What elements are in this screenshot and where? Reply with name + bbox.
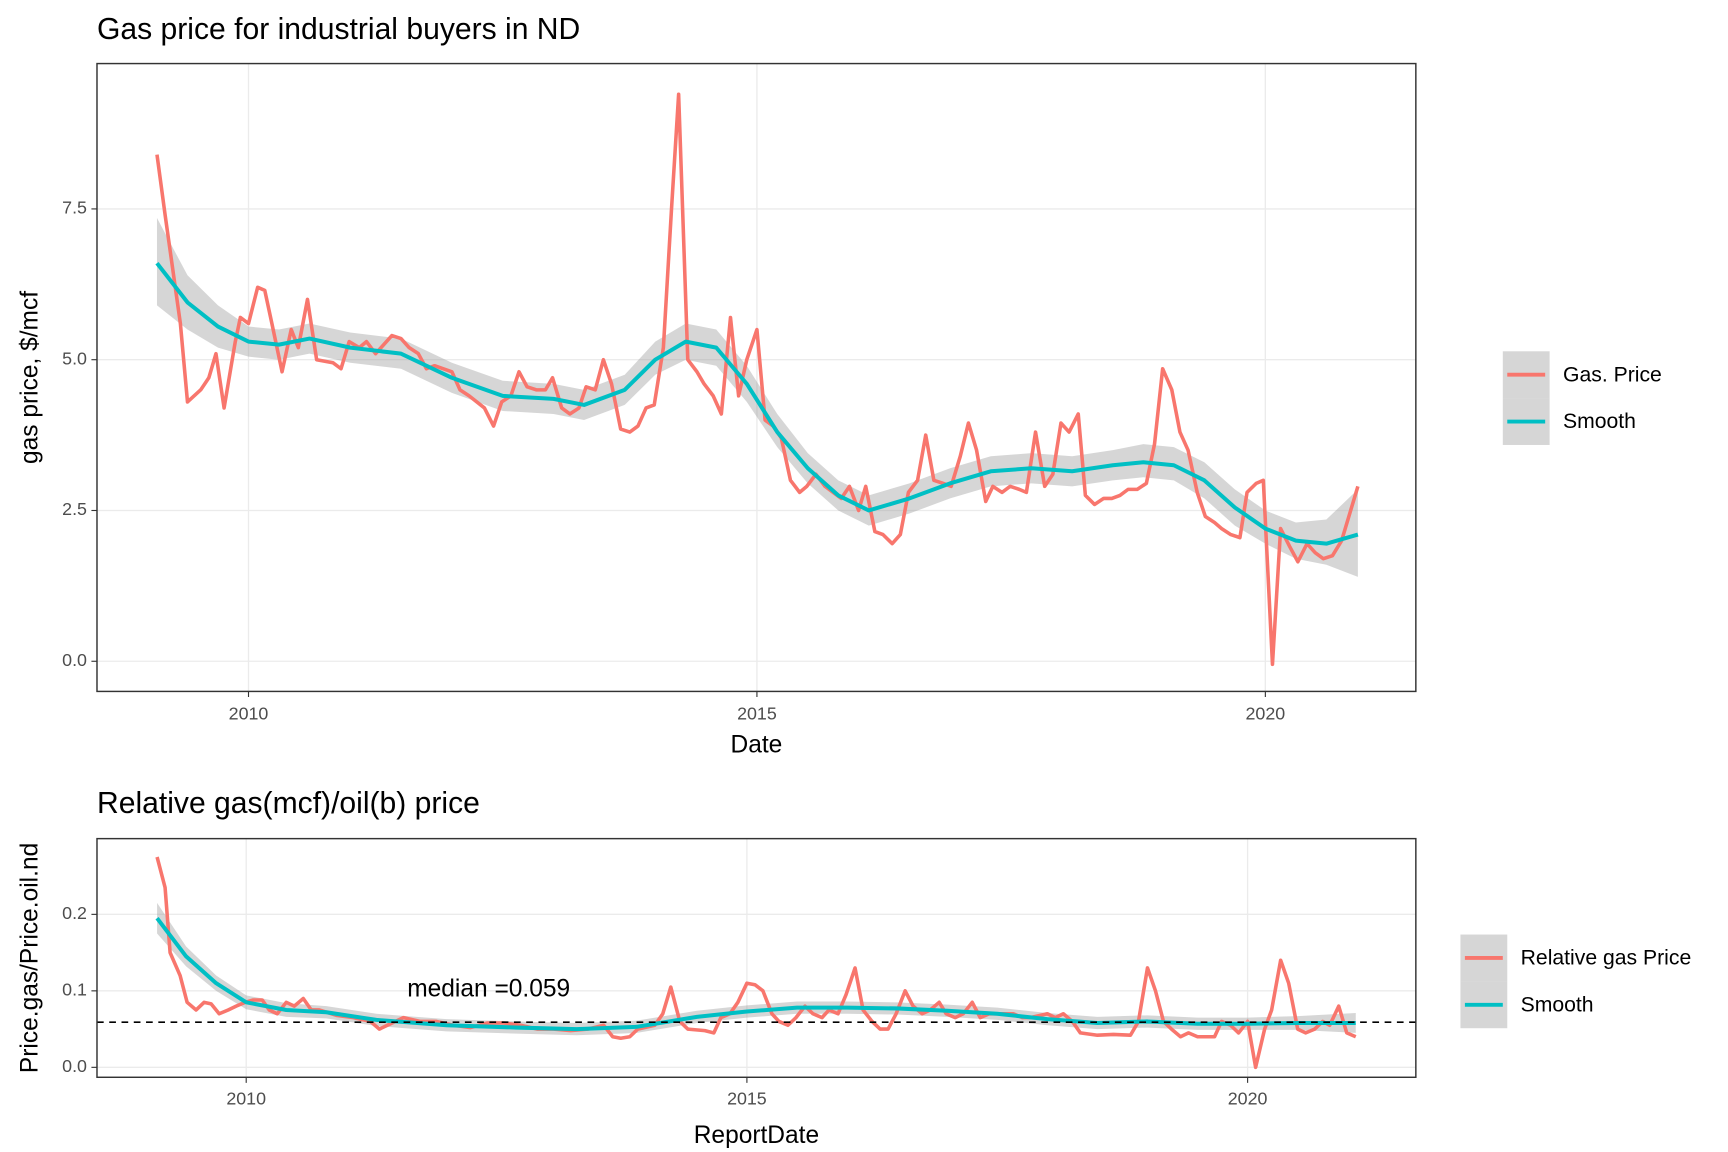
legend-label: Smooth xyxy=(1563,410,1636,433)
x-tick-label: 2020 xyxy=(1228,1088,1268,1108)
legend-label: Relative gas Price xyxy=(1521,947,1692,970)
plot-border xyxy=(96,62,1417,693)
x-tick-label: 2015 xyxy=(737,704,777,724)
plot-border xyxy=(96,837,1417,1079)
panel: 2010 2015 2020 0.0 2.5 5.0 7.5 Gas price for in… xyxy=(17,13,1662,758)
chart-title: Gas price for industrial buyers in ND xyxy=(97,13,580,46)
y-tick-label: 0.1 xyxy=(62,980,87,1000)
y-tick-label: 5.0 xyxy=(62,348,87,368)
y-tick-label: 0.2 xyxy=(62,903,87,923)
y-tick-label: 0.0 xyxy=(62,650,87,670)
legend: Relative gas Price Smooth xyxy=(1460,934,1692,1029)
x-tick-label: 2015 xyxy=(727,1088,767,1108)
panel: 2010 2015 2020 0.0 0.1 0.2 median =0.059 Relati… xyxy=(17,787,1692,1149)
y-axis-label: Price.gas/Price.oil.nd xyxy=(17,843,44,1073)
x-axis-label: ReportDate xyxy=(694,1122,819,1149)
x-tick-label: 2020 xyxy=(1246,704,1286,724)
legend: Gas. Price Smooth xyxy=(1502,351,1662,445)
x-tick-label: 2010 xyxy=(226,1088,266,1108)
plot-area xyxy=(155,856,1357,1070)
plot-background xyxy=(96,838,1416,1078)
annotation: median =0.059 xyxy=(407,976,570,1003)
plot-area xyxy=(155,92,1360,667)
series-line xyxy=(155,916,1356,1032)
series-line xyxy=(155,261,1359,546)
y-axis-label: gas price, $/mcf xyxy=(17,291,44,464)
y-tick-label: 0.0 xyxy=(62,1056,87,1076)
y-tick-label: 2.5 xyxy=(62,499,87,519)
chart-title: Relative gas(mcf)/oil(b) price xyxy=(97,787,480,820)
y-tick-label: 7.5 xyxy=(62,198,87,218)
legend-label: Gas. Price xyxy=(1563,363,1662,386)
legend-label: Smooth xyxy=(1521,994,1594,1017)
x-axis-label: Date xyxy=(731,732,783,759)
x-tick-label: 2010 xyxy=(229,704,269,724)
